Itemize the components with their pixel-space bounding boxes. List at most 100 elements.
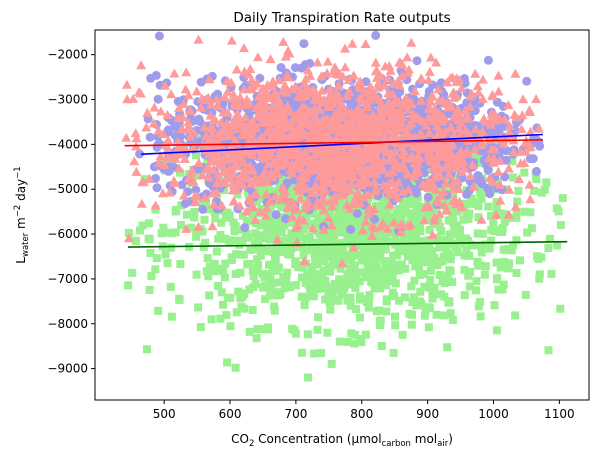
square-point	[399, 200, 407, 209]
triangle-point	[448, 183, 459, 193]
triangle-point	[519, 158, 530, 167]
square-point	[530, 186, 539, 195]
triangle-point	[383, 123, 393, 133]
square-point	[353, 223, 361, 231]
triangle-point	[196, 102, 207, 112]
square-point	[238, 211, 247, 220]
triangle-point	[317, 169, 327, 179]
triangle-point	[387, 166, 398, 176]
triangle-point	[333, 155, 344, 164]
square-point	[331, 222, 340, 231]
square-point	[284, 250, 292, 259]
triangle-point	[322, 68, 333, 78]
triangle-point	[413, 152, 423, 161]
square-point	[253, 325, 262, 334]
triangle-point	[267, 81, 278, 91]
square-point	[545, 234, 554, 243]
triangle-point	[373, 140, 384, 150]
square-point	[442, 240, 451, 249]
square-point	[388, 288, 397, 297]
triangle-point	[293, 154, 304, 164]
triangle-point	[354, 165, 365, 175]
triangle-point	[493, 166, 504, 176]
square-point	[382, 297, 391, 306]
square-point	[500, 217, 509, 226]
triangle-point	[517, 110, 528, 120]
square-point	[301, 293, 310, 302]
triangle-point	[344, 184, 355, 194]
triangle-point	[136, 198, 147, 208]
square-point	[154, 306, 163, 315]
triangle-point	[281, 194, 292, 204]
square-point	[311, 281, 320, 290]
square-point	[226, 293, 235, 302]
square-point	[556, 221, 565, 230]
triangle-point	[247, 84, 258, 94]
triangle-point	[360, 39, 371, 48]
triangle-point	[384, 199, 395, 209]
square-point	[201, 238, 210, 247]
triangle-point	[369, 176, 380, 186]
triangle-point	[386, 155, 397, 165]
triangle-point	[290, 163, 301, 173]
square-point	[398, 330, 407, 339]
triangle-point	[416, 95, 427, 105]
triangle-point	[262, 176, 273, 186]
triangle-point	[263, 150, 274, 160]
triangle-point	[240, 120, 251, 130]
triangle-point	[239, 66, 250, 76]
triangle-point	[279, 123, 290, 133]
square-point	[163, 259, 172, 268]
square-point	[481, 240, 490, 249]
triangle-point	[317, 85, 327, 95]
triangle-point	[368, 154, 379, 163]
triangle-point	[406, 37, 417, 47]
y-axis-ticks: −9000 −8000 −7000 −6000 −5000 −4000 −3000 −2000	[47, 48, 95, 376]
triangle-point	[397, 59, 408, 69]
square-point	[223, 358, 232, 367]
triangle-point	[318, 224, 329, 234]
triangle-point	[131, 166, 142, 176]
square-point	[340, 215, 349, 224]
square-point	[261, 246, 270, 255]
square-point	[420, 282, 429, 291]
square-point	[490, 227, 499, 235]
square-point	[459, 215, 468, 224]
triangle-point	[227, 185, 238, 195]
square-point	[419, 270, 428, 279]
triangle-point	[424, 128, 435, 137]
square-point	[437, 290, 445, 299]
triangle-point	[282, 70, 293, 80]
square-point	[473, 241, 482, 250]
square-point	[308, 267, 317, 276]
square-point	[231, 269, 240, 278]
square-point	[318, 217, 327, 226]
triangle-point	[508, 147, 519, 157]
triangle-point	[215, 131, 226, 141]
triangle-point	[440, 161, 451, 171]
square-point	[336, 264, 345, 273]
triangle-point	[307, 223, 318, 233]
square-point	[544, 244, 553, 252]
triangle-point	[495, 195, 506, 205]
triangle-point	[309, 127, 319, 137]
triangle-point	[478, 113, 489, 123]
triangle-point	[160, 80, 170, 90]
square-point	[373, 250, 382, 258]
triangle-point	[436, 152, 447, 161]
square-point	[401, 247, 410, 256]
triangle-point	[319, 156, 330, 166]
triangle-point	[238, 84, 249, 94]
square-point	[460, 251, 469, 260]
square-point	[456, 231, 465, 240]
triangle-point	[518, 94, 529, 104]
square-point	[389, 348, 398, 357]
circle-point	[154, 31, 164, 41]
triangle-point	[301, 168, 312, 178]
square-point	[171, 228, 180, 237]
square-point	[362, 273, 371, 282]
square-point	[444, 271, 453, 280]
square-point	[556, 304, 565, 313]
triangle-point	[208, 115, 219, 125]
square-point	[159, 223, 168, 232]
